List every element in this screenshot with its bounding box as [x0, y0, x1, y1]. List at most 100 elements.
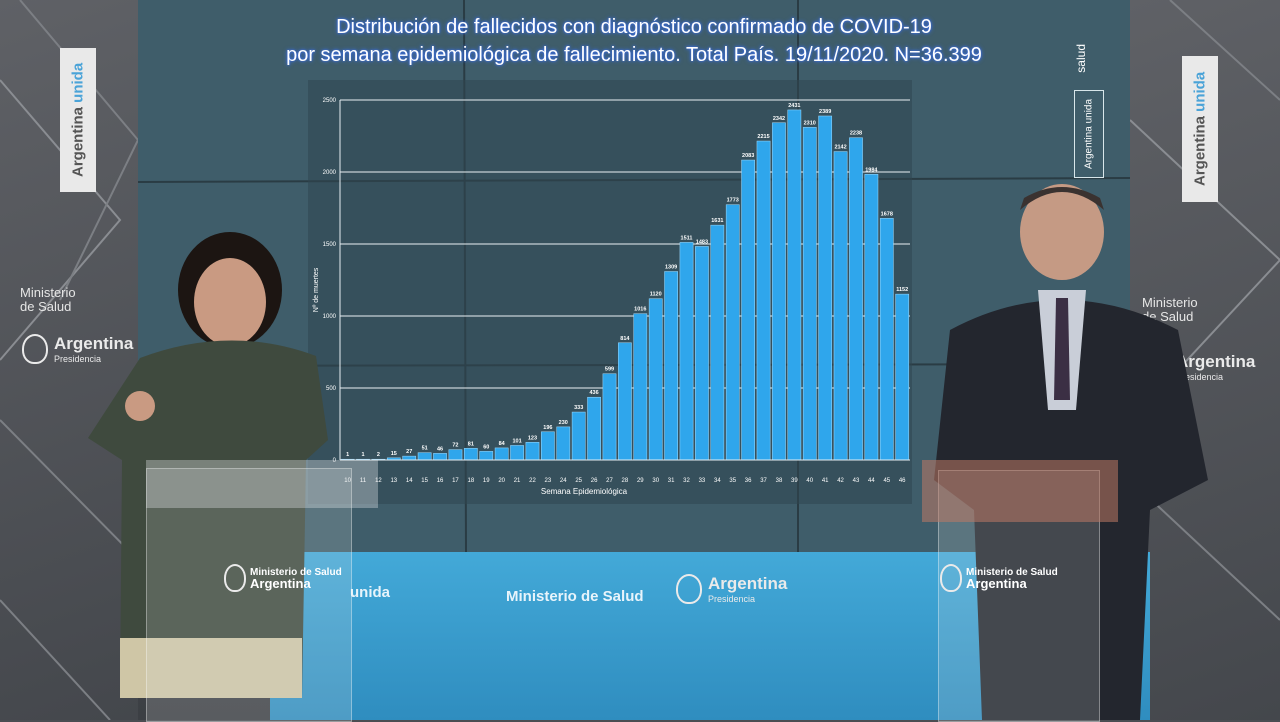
- bar: [772, 122, 786, 461]
- data-label: 1016: [634, 307, 646, 313]
- bar: [402, 455, 417, 461]
- x-tick-label: 30: [652, 478, 659, 484]
- data-label: 1678: [881, 211, 893, 217]
- bar: [618, 342, 632, 461]
- data-label: 27: [406, 449, 412, 455]
- bar: [525, 442, 540, 461]
- sign-text-1: Argentina: [1191, 111, 1209, 187]
- logo-sub: Presidencia: [54, 354, 102, 364]
- data-label: 2215: [757, 134, 769, 140]
- podium-left-top: [146, 460, 378, 508]
- x-tick-label: 35: [729, 478, 736, 484]
- x-tick-label: 33: [699, 478, 706, 484]
- x-tick-label: 14: [406, 478, 413, 484]
- bar: [494, 447, 509, 461]
- podium-right-top: [922, 460, 1118, 522]
- national-seal-icon: [940, 564, 962, 592]
- data-label: 1309: [665, 265, 677, 271]
- banner-logo-name: Argentina: [708, 574, 788, 593]
- banner-ministry: Ministerio de Salud: [506, 588, 644, 605]
- x-tick-label: 13: [390, 478, 397, 484]
- data-label: 81: [468, 441, 474, 447]
- x-tick-label: 41: [822, 478, 829, 484]
- x-tick-label: 28: [622, 478, 629, 484]
- bar: [571, 411, 586, 461]
- national-seal-icon: [224, 564, 246, 592]
- sign-text-1: Argentina: [69, 102, 87, 178]
- data-label: 333: [574, 405, 583, 411]
- x-tick-label: 24: [560, 478, 567, 484]
- y-tick-label: 2500: [323, 98, 337, 104]
- data-label: 1120: [650, 292, 662, 298]
- y-tick-label: 1000: [323, 314, 337, 320]
- data-label: 2431: [788, 103, 800, 109]
- bar: [787, 109, 802, 461]
- bar: [802, 127, 817, 461]
- screen-unida-label: Argentina unida: [1074, 90, 1104, 178]
- sign-text-2: unida: [1191, 71, 1209, 112]
- podium-left-logo: Ministerio de Salud Argentina: [224, 564, 342, 592]
- data-label: 51: [422, 446, 428, 452]
- x-tick-label: 22: [529, 478, 536, 484]
- data-label: 2389: [819, 109, 831, 115]
- x-tick-label: 25: [575, 478, 582, 484]
- x-tick-label: 17: [452, 478, 459, 484]
- ministry-line-2: de Salud: [20, 299, 72, 314]
- data-label: 2238: [850, 131, 862, 137]
- x-tick-label: 38: [776, 478, 783, 484]
- data-label: 2310: [804, 120, 816, 126]
- data-label: 814: [620, 336, 630, 342]
- bar: [741, 159, 755, 461]
- data-label: 1984: [865, 167, 878, 173]
- data-label: 2: [377, 452, 380, 458]
- national-seal-icon: [22, 334, 48, 364]
- data-label: 1483: [696, 239, 708, 245]
- data-label: 436: [589, 390, 598, 396]
- chart-title-line-1: Distribución de fallecidos con diagnósti…: [336, 16, 932, 38]
- x-tick-label: 15: [421, 478, 428, 484]
- x-tick-label: 23: [545, 478, 552, 484]
- decorative-lines: [0, 0, 138, 720]
- bar: [725, 204, 740, 461]
- x-tick-label: 20: [498, 478, 505, 484]
- data-label: 230: [559, 420, 568, 426]
- x-tick-label: 40: [806, 478, 813, 484]
- data-label: 60: [483, 444, 489, 450]
- bar: [433, 453, 447, 461]
- podium-right-line-1: Ministerio de Salud: [966, 567, 1058, 578]
- data-label: 2342: [773, 116, 785, 122]
- chart-title-line-2: por semana epidemiológica de fallecimien…: [286, 44, 982, 66]
- data-label: 1: [346, 452, 349, 458]
- x-tick-label: 19: [483, 478, 490, 484]
- x-tick-label: 29: [637, 478, 644, 484]
- y-tick-label: 0: [333, 458, 337, 464]
- data-label: 1631: [711, 218, 723, 224]
- bar: [541, 431, 555, 461]
- bar: [895, 293, 910, 461]
- bar: [695, 246, 709, 461]
- data-label: 123: [528, 435, 537, 441]
- ministry-line-1: Ministerio: [1142, 295, 1198, 310]
- bar: [818, 115, 833, 461]
- banner-logo-sub: Presidencia: [708, 594, 756, 604]
- argentina-presidencia-logo: Argentina Presidencia: [22, 334, 133, 364]
- x-tick-label: 27: [606, 478, 613, 484]
- x-tick-label: 32: [683, 478, 690, 484]
- bar: [633, 313, 648, 461]
- data-label: 2083: [742, 153, 754, 159]
- x-tick-label: 34: [714, 478, 721, 484]
- bar: [833, 151, 848, 461]
- bar: [587, 396, 601, 461]
- bar: [679, 242, 694, 461]
- y-tick-label: 500: [326, 386, 337, 392]
- bar: [648, 298, 663, 461]
- data-label: 46: [437, 446, 443, 452]
- bar: [710, 224, 725, 461]
- x-tick-label: 37: [760, 478, 767, 484]
- ministry-label: Ministerio de Salud: [20, 286, 76, 314]
- banner-argentina-logo: Argentina Presidencia: [676, 574, 787, 604]
- bar: [756, 140, 771, 461]
- data-label: 15: [391, 451, 397, 457]
- bar: [463, 448, 478, 461]
